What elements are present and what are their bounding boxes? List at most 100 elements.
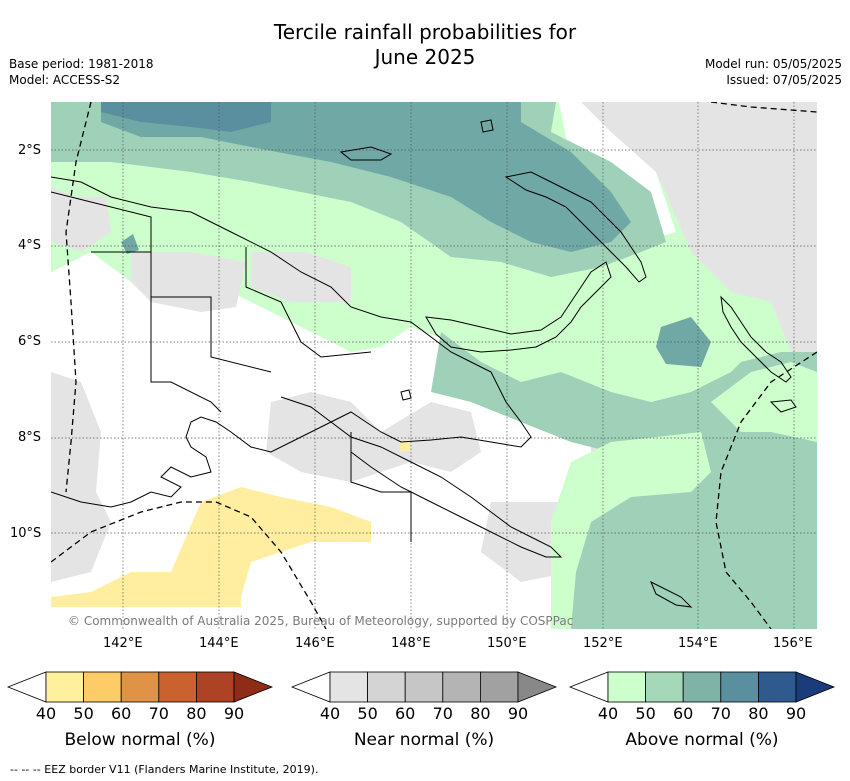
base-period: Base period: 1981-2018 — [9, 57, 154, 71]
png-indonesia-border — [51, 191, 222, 413]
colorbars-area — [0, 670, 850, 760]
graticule — [51, 102, 817, 629]
eez-border-west — [65, 102, 92, 493]
title-line-2: June 2025 — [374, 45, 476, 69]
colorbar-near-tick-1: 50 — [357, 704, 378, 723]
province-border-1 — [91, 251, 272, 373]
colorbar-above-high-extend — [795, 671, 836, 703]
map-canvas — [51, 102, 817, 629]
model-name: Model: ACCESS-S2 — [9, 73, 121, 87]
map-panel — [51, 102, 817, 629]
colorbar-above-segment-1 — [645, 671, 684, 703]
colorbar-below-tick-4: 80 — [186, 704, 207, 723]
colorbar-below-low-extend — [6, 671, 47, 703]
lon-label-152e: 152°E — [583, 636, 623, 651]
lat-label-6s: 6°S — [18, 334, 42, 349]
above-normal-40-region-east — [711, 362, 817, 442]
meta-left: Base period: 1981-2018 Model: ACCESS-S2 — [9, 56, 154, 88]
colorbar-near-segment-3 — [442, 671, 481, 703]
province-border-2 — [245, 247, 372, 358]
colorbar-above-low-extend — [568, 671, 609, 703]
lat-label-8s: 8°S — [18, 430, 42, 445]
meta-right: Model run: 05/05/2025 Issued: 07/05/2025 — [705, 56, 842, 88]
lon-label-148e: 148°E — [391, 636, 431, 651]
lat-label-2s: 2°S — [18, 143, 42, 158]
province-border-4 — [280, 396, 332, 423]
province-borders — [51, 191, 412, 542]
small-island-3 — [650, 580, 693, 608]
colorbar-above-tick-0: 40 — [597, 704, 619, 723]
colorbar-above-tick-1: 50 — [635, 704, 656, 723]
colorbar-below-segment-3 — [158, 671, 197, 703]
new-guinea-mainland-coast — [51, 176, 532, 508]
model-run: Model run: 05/05/2025 — [704, 57, 842, 71]
near-normal-region-top-right — [566, 102, 817, 357]
copyright-notice: © Commonwealth of Australia 2025, Bureau… — [68, 614, 574, 628]
bougainville-coast — [720, 295, 792, 383]
colorbar-below-high-extend — [233, 671, 274, 703]
colorbar-below-segment-2 — [120, 671, 160, 703]
colorbar-below-segment-1 — [83, 671, 122, 703]
lon-label-144e: 144°E — [199, 636, 239, 651]
eez-borders — [51, 102, 817, 629]
colorbar-below-segment-4 — [195, 671, 235, 703]
colorbar-near-tick-5: 90 — [507, 704, 529, 723]
colorbar-below-tick-1: 50 — [73, 704, 94, 723]
below-normal-40-region — [51, 487, 371, 607]
lon-label-142e: 142°E — [103, 636, 143, 651]
lat-label-10s: 10°S — [10, 526, 42, 541]
near-normal-region-central — [266, 392, 481, 482]
guadalcanal-coast — [769, 399, 797, 413]
issued-date: Issued: 07/05/2025 — [726, 73, 842, 87]
small-island-2 — [400, 389, 412, 401]
colorbar-below-tick-5: 90 — [223, 704, 245, 723]
colorbar-above-segment-3 — [720, 671, 759, 703]
colorbar-above-tick-5: 90 — [785, 704, 807, 723]
colorbar-above-tick-3: 70 — [710, 704, 731, 723]
above-normal-50-region-mid — [431, 332, 751, 452]
colorbar-below-tick-0: 40 — [35, 704, 57, 723]
papuan-peninsula-coast — [330, 421, 563, 558]
colorbar-above-tick-2: 60 — [673, 704, 694, 723]
colorbar-above-segment-4 — [758, 671, 797, 703]
colorbar-below-tick-3: 70 — [148, 704, 169, 723]
new-britain-coast — [425, 261, 612, 353]
eez-border-northeast — [710, 102, 817, 113]
colorbar-below-segment-0 — [45, 671, 84, 703]
above-normal-40-region-southeast — [551, 432, 711, 629]
small-island-1 — [480, 119, 494, 133]
colorbar-near-segment-4 — [479, 671, 519, 703]
above-normal-60-region-east — [656, 317, 711, 367]
colorbar-title-near: Near normal (%) — [353, 730, 495, 750]
lon-label-150e: 150°E — [487, 636, 527, 651]
coastlines — [51, 119, 797, 608]
above-normal-60-region-north — [101, 102, 631, 252]
colorbar-above-segment-0 — [607, 671, 646, 703]
colorbar-near-segment-1 — [367, 671, 406, 703]
province-border-3 — [350, 432, 412, 542]
colorbar-title-above: Above normal (%) — [625, 730, 779, 750]
new-ireland-coast — [504, 171, 647, 283]
colorbar-title-below: Below normal (%) — [64, 730, 216, 750]
eez-border-east — [715, 351, 817, 629]
colorbar-above-segment-2 — [682, 671, 722, 703]
lon-label-154e: 154°E — [678, 636, 718, 651]
colorbar-near-tick-2: 60 — [395, 704, 416, 723]
map-title: Tercile rainfall probabilities for June … — [0, 20, 850, 70]
colorbar-near-tick-4: 80 — [470, 704, 491, 723]
eez-footnote: -- -- -- EEZ border V11 (Flanders Marine… — [10, 763, 319, 776]
above-normal-70-region — [101, 102, 271, 132]
eez-border-south — [51, 501, 327, 629]
colorbar-near-segment-2 — [404, 671, 444, 703]
colorbar-above-tick-4: 80 — [748, 704, 769, 723]
colorbar-near-tick-3: 70 — [432, 704, 453, 723]
lon-label-146e: 146°E — [295, 636, 335, 651]
lon-label-156e: 156°E — [773, 636, 813, 651]
colorbar-near-high-extend — [517, 671, 558, 703]
colorbar-near-low-extend — [290, 671, 331, 703]
near-normal-region-sepik — [251, 252, 351, 302]
manus-island-coast — [339, 146, 393, 161]
above-normal-60-region-small — [121, 234, 139, 254]
colorbar-near-tick-0: 40 — [319, 704, 341, 723]
title-line-1: Tercile rainfall probabilities for — [273, 20, 577, 44]
